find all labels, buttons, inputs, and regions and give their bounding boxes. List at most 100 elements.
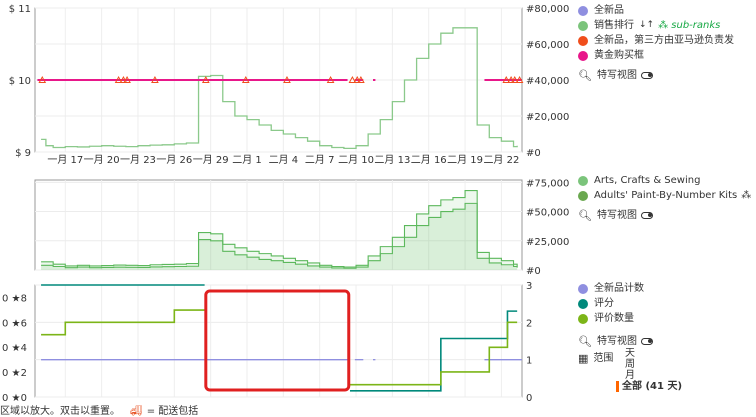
legend-dot: [578, 298, 588, 309]
y-right-tick-label: 2: [526, 318, 532, 329]
fba-price-point: [123, 75, 131, 83]
x-tick-label: 二月 16: [411, 154, 447, 166]
x-tick-label: 二月 4: [269, 154, 299, 166]
legend-panel-1: 全新品 销售排行 ↓↑ ⁂ sub-ranks 全新品，第三方由亚马逊负责发 黄金购…: [578, 3, 734, 83]
x-tick-label: 二月 10: [338, 154, 374, 166]
legend-dot: [578, 175, 588, 186]
legend-item-new-count[interactable]: 全新品计数: [578, 281, 653, 296]
legend-item-paint-kits[interactable]: Adults' Paint-By-Number Kits ⁂: [578, 188, 751, 203]
y-left-tick-label: 2: [21, 368, 27, 379]
fba-price-point: [119, 75, 128, 83]
x-tick-label: 二月 13: [374, 154, 410, 166]
search-icon: 🔍︎: [578, 335, 592, 348]
legend-panel-2: Arts, Crafts & Sewing Adults' Paint-By-N…: [578, 173, 751, 223]
legend-dot: [578, 190, 588, 201]
fba-price-point: [38, 75, 47, 83]
footer-zoom-hint: 区域以放大。双击以重置。: [0, 406, 120, 417]
y-left-tick-label: 8: [21, 293, 27, 304]
y-left-tick-label: 6: [21, 318, 27, 329]
legend-dot: [578, 283, 588, 294]
range-option-all[interactable]: 全部 (41 天): [616, 381, 682, 392]
chart-panel-3: 3 2 1 0: [34, 281, 532, 404]
y-right-tick-label: #20,000: [526, 112, 569, 123]
review-count-line: [41, 309, 205, 336]
fba-price-point: [515, 75, 524, 83]
star-icon: 0 ★: [2, 318, 21, 329]
y-right-tick-label: #80,000: [526, 4, 569, 15]
footer-shipping-note: = 配送包括: [146, 406, 199, 417]
sitemap-icon: ⁂: [658, 20, 669, 31]
legend-dot: [578, 35, 588, 46]
fba-price-point: [283, 75, 291, 83]
legend-item-buybox[interactable]: 黄金购买框: [578, 48, 734, 63]
y-right-tick-label: #25,000: [526, 237, 569, 248]
legend-panel-3: 全新品计数 评分 评价数量 🔍︎ 特写视图 ▦ 范围: [578, 281, 653, 366]
toggle-icon[interactable]: [640, 212, 653, 219]
y-left-tick-label: $ 10: [9, 76, 31, 87]
range-option-month[interactable]: 月: [625, 370, 635, 381]
range-option-week[interactable]: 周: [625, 359, 635, 370]
legend-item-new[interactable]: 全新品: [578, 3, 734, 18]
plot-frame: [34, 284, 523, 398]
fba-price-point: [357, 75, 365, 83]
fba-price-point: [507, 75, 515, 83]
rating-line: [349, 310, 518, 392]
fba-price-point: [151, 75, 159, 83]
y-right-tick-label: #75,000: [526, 178, 569, 189]
closeup-toggle-2[interactable]: 🔍︎ 特写视图: [578, 208, 751, 223]
y-right-tick-label: #0: [526, 266, 541, 277]
search-icon: 🔍︎: [578, 209, 592, 222]
fba-price-point: [348, 75, 357, 83]
highlight-box: [204, 289, 351, 392]
plot-frame: [34, 179, 523, 271]
closeup-toggle-1[interactable]: 🔍︎ 特写视图: [578, 68, 734, 83]
y-right-tick-label: #50,000: [526, 208, 569, 219]
fba-price-point: [510, 75, 519, 83]
x-tick-label: 二月 7: [305, 154, 335, 166]
legend-item-arts-crafts[interactable]: Arts, Crafts & Sewing: [578, 173, 751, 188]
category-rank-line: [41, 202, 518, 269]
y-right-tick-label: 1: [526, 356, 532, 367]
footer-hint: 区域以放大。双击以重置。 🚚︎ = 配送包括: [0, 402, 198, 417]
x-tick-label: 一月 26: [156, 154, 192, 166]
legend-dot: [578, 313, 588, 324]
y-left-tick-label: $ 11: [9, 4, 31, 15]
legend-dot: [578, 50, 588, 61]
truck-icon: 🚚︎: [130, 406, 143, 417]
x-tick-label: 二月 1: [232, 154, 262, 166]
legend-item-review-count[interactable]: 评价数量: [578, 311, 653, 326]
toggle-icon[interactable]: [640, 72, 653, 79]
range-option-day[interactable]: 天: [625, 348, 635, 359]
y-right-tick-label: #0: [526, 148, 541, 159]
legend-item-fba[interactable]: 全新品，第三方由亚马逊负责发: [578, 33, 734, 48]
star-icon: 0 ★: [2, 393, 21, 404]
fba-price-point: [502, 75, 511, 83]
y-left-tick-label: $ 9: [15, 148, 31, 159]
toggle-icon[interactable]: [640, 338, 653, 345]
category-rank-area: [41, 190, 518, 270]
sort-icon[interactable]: ↓↑: [639, 20, 655, 30]
fba-price-point: [241, 75, 250, 83]
sales-rank-line: [41, 27, 518, 150]
x-tick-label: 二月 22: [483, 154, 519, 166]
x-tick-label: 一月 29: [193, 154, 229, 166]
closeup-toggle-3[interactable]: 🔍︎ 特写视图: [578, 334, 653, 349]
legend-item-sales-rank[interactable]: 销售排行 ↓↑ ⁂ sub-ranks: [578, 18, 734, 33]
fba-price-point: [326, 75, 335, 83]
fba-price-point: [353, 75, 362, 83]
search-icon: 🔍︎: [578, 69, 592, 82]
category-rank-area: [41, 203, 518, 270]
x-tick-label: 二月 19: [447, 154, 483, 166]
sub-ranks-link[interactable]: ⁂ sub-ranks: [658, 20, 721, 31]
y-left-tick-label: 4: [21, 343, 27, 354]
sitemap-icon[interactable]: ⁂: [741, 190, 752, 201]
x-tick-label: 一月 23: [120, 154, 156, 166]
fba-price-point: [201, 75, 210, 83]
star-icon: 0 ★: [2, 293, 21, 304]
star-icon: 0 ★: [2, 368, 21, 379]
y-right-tick-label: 3: [526, 281, 532, 292]
fba-price-point: [114, 75, 123, 83]
legend-item-rating[interactable]: 评分: [578, 296, 653, 311]
x-tick-label: 一月 20: [84, 154, 120, 166]
